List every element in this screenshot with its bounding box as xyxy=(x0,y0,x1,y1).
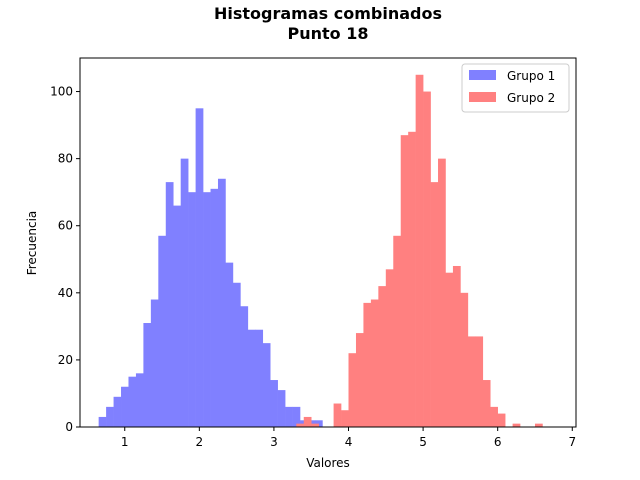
bars-group xyxy=(98,74,543,428)
histogram-bar-series-1 xyxy=(217,178,226,427)
histogram-bar-series-1 xyxy=(135,373,144,427)
x-tick-label: 1 xyxy=(121,435,129,449)
histogram-bar-series-1 xyxy=(128,376,137,427)
histogram-bar-series-1 xyxy=(180,158,189,428)
legend-swatch-grupo-2 xyxy=(469,92,496,102)
chart-title: Histogramas combinados xyxy=(214,4,442,23)
histogram-bar-series-2 xyxy=(490,406,498,427)
x-tick-label: 5 xyxy=(419,435,427,449)
histogram-bar-series-1 xyxy=(173,205,181,427)
legend-label-grupo-2: Grupo 2 xyxy=(507,91,555,105)
histogram-bar-series-2 xyxy=(363,302,372,427)
histogram-bar-series-1 xyxy=(158,235,167,427)
histogram-bar-series-1 xyxy=(225,262,234,427)
histogram-bar-series-2 xyxy=(385,269,394,427)
histogram-bar-series-1 xyxy=(277,390,286,427)
legend-label-grupo-1: Grupo 1 xyxy=(507,69,555,83)
histogram-bar-series-2 xyxy=(355,333,364,427)
histogram-bar-series-1 xyxy=(143,323,152,427)
histogram-bar-series-1 xyxy=(195,108,204,428)
y-tick-label: 80 xyxy=(58,152,73,166)
histogram-bar-series-2 xyxy=(497,413,506,427)
x-axis-ticks: 1 2 3 4 5 6 7 xyxy=(121,427,576,449)
histogram-bar-series-2 xyxy=(482,380,491,427)
histogram-bar-series-2 xyxy=(341,410,349,427)
histogram-bar-series-2 xyxy=(393,235,402,427)
histogram-bar-series-2 xyxy=(370,299,379,427)
x-tick-label: 3 xyxy=(270,435,278,449)
histogram-bar-series-1 xyxy=(121,386,129,427)
y-tick-label: 100 xyxy=(50,85,73,99)
histogram-bar-series-1 xyxy=(262,343,271,427)
chart-subtitle: Punto 18 xyxy=(288,24,369,43)
x-axis-label: Valores xyxy=(306,456,350,470)
histogram-bar-series-1 xyxy=(292,406,301,427)
histogram-bar-series-1 xyxy=(165,182,174,427)
histogram-bar-series-1 xyxy=(232,282,241,427)
y-axis-ticks: 0 20 40 60 80 100 xyxy=(50,85,80,434)
y-tick-label: 60 xyxy=(58,219,73,233)
x-tick-label: 4 xyxy=(345,435,353,449)
histogram-bar-series-1 xyxy=(106,406,114,427)
histogram-bar-series-1 xyxy=(150,299,159,427)
x-tick-label: 7 xyxy=(568,435,576,449)
histogram-bar-series-2 xyxy=(452,265,461,427)
histogram-bar-series-2 xyxy=(438,158,446,428)
histogram-bar-series-1 xyxy=(255,329,264,427)
histogram-bar-series-1 xyxy=(240,306,249,427)
histogram-bar-series-1 xyxy=(270,380,278,427)
y-tick-label: 40 xyxy=(58,286,73,300)
histogram-bar-series-1 xyxy=(203,192,211,427)
x-tick-label: 2 xyxy=(196,435,204,449)
histogram-bar-series-2 xyxy=(311,423,319,427)
histogram-bar-series-1 xyxy=(247,329,256,427)
x-tick-label: 6 xyxy=(494,435,502,449)
histogram-bar-series-1 xyxy=(285,406,293,427)
histogram-bar-series-2 xyxy=(333,403,342,427)
histogram-bar-series-2 xyxy=(430,182,439,427)
histogram-bar-series-2 xyxy=(348,353,357,427)
legend: Grupo 1 Grupo 2 xyxy=(461,63,570,113)
y-axis-label: Frecuencia xyxy=(25,211,39,276)
histogram-bar-series-2 xyxy=(534,423,543,427)
histogram-bar-series-2 xyxy=(378,286,387,427)
histogram-bar-series-1 xyxy=(210,188,219,427)
histogram-bar-series-2 xyxy=(475,336,484,427)
histogram-bar-series-2 xyxy=(445,272,454,427)
legend-swatch-grupo-1 xyxy=(469,70,496,80)
histogram-bar-series-2 xyxy=(400,135,409,427)
y-tick-label: 0 xyxy=(65,420,73,434)
histogram-bar-series-2 xyxy=(467,336,476,427)
histogram-bar-series-1 xyxy=(188,192,196,427)
histogram-bar-series-2 xyxy=(423,91,431,427)
histogram-bar-series-2 xyxy=(512,423,521,427)
histogram-bar-series-2 xyxy=(415,74,424,427)
histogram-bar-series-2 xyxy=(296,423,305,427)
histogram-bar-series-2 xyxy=(408,131,416,428)
histogram-bar-series-2 xyxy=(303,416,312,427)
y-tick-label: 20 xyxy=(58,353,73,367)
histogram-bar-series-2 xyxy=(460,292,469,427)
histogram-bar-series-1 xyxy=(98,416,107,427)
histogram-bar-series-1 xyxy=(113,396,122,427)
plot-frame xyxy=(79,57,577,428)
